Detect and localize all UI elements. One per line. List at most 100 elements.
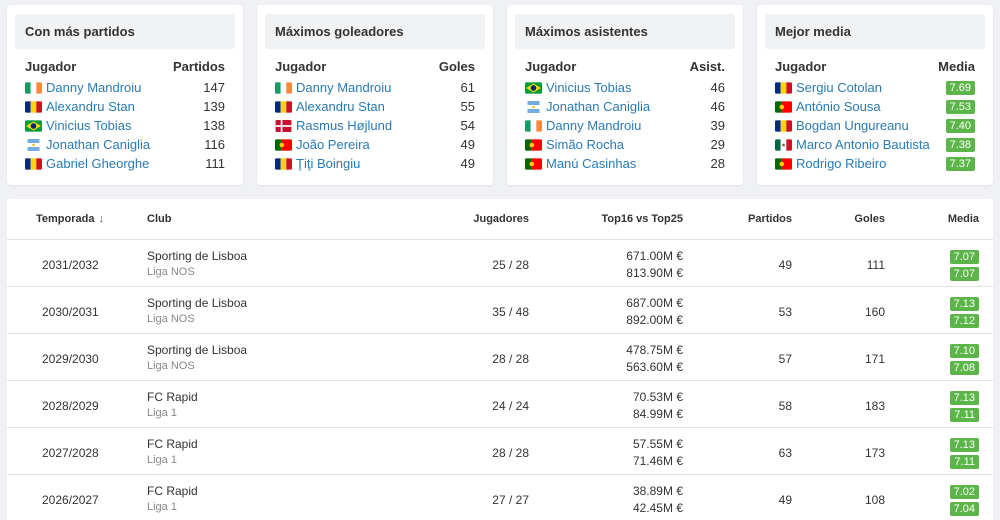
- table-row[interactable]: 2030/2031 Sporting de Lisboa Liga NOS 35…: [7, 287, 993, 334]
- player-link[interactable]: Ţiţi Boingiu: [296, 156, 361, 171]
- rating-badge-top16: 7.07: [949, 250, 979, 264]
- romania-flag-icon: [275, 101, 292, 113]
- header-rating[interactable]: Media: [947, 213, 979, 225]
- card-title: Máximos goleadores: [265, 14, 485, 49]
- list-item: Vinicius Tobias 46: [525, 79, 725, 98]
- season-cell: 2031/2032: [42, 258, 99, 272]
- player-link[interactable]: Rodrigo Ribeiro: [796, 156, 887, 171]
- stat-value: 54: [460, 118, 475, 133]
- ireland-flag-icon: [275, 82, 292, 94]
- table-row[interactable]: 2027/2028 FC Rapid Liga 1 28 / 28 57.55M…: [7, 428, 993, 475]
- top16-value: 57.55M €: [632, 437, 683, 451]
- header-club[interactable]: Club: [147, 213, 172, 225]
- card-title: Máximos asistentes: [515, 14, 735, 49]
- card-header: Jugador Asist.: [525, 59, 725, 77]
- season-history-table: Temporada ↓ Club Jugadores Top16 vs Top25…: [7, 199, 993, 520]
- list-item: Bogdan Ungureanu 7.40: [775, 117, 975, 136]
- player-link[interactable]: Alexandru Stan: [46, 99, 135, 114]
- league-name: Liga NOS: [147, 313, 195, 325]
- list-item: Danny Mandroiu 61: [275, 79, 475, 98]
- card-header: Jugador Partidos: [25, 59, 225, 77]
- player-link[interactable]: António Sousa: [796, 99, 881, 114]
- arrow-down-icon: ↓: [98, 213, 104, 225]
- header-players[interactable]: Jugadores: [473, 213, 529, 225]
- list-item: Alexandru Stan 139: [25, 98, 225, 117]
- list-item: João Pereira 49: [275, 136, 475, 155]
- romania-flag-icon: [275, 158, 292, 170]
- ireland-flag-icon: [525, 120, 542, 132]
- rating-badge: 7.38: [945, 138, 975, 152]
- stat-value: 55: [460, 99, 475, 114]
- league-name: Liga 1: [147, 501, 177, 513]
- stats-card: Mejor media Jugador Media Sergiu Cotolan…: [757, 5, 993, 185]
- list-item: Jonathan Caniglia 46: [525, 98, 725, 117]
- table-row[interactable]: 2029/2030 Sporting de Lisboa Liga NOS 28…: [7, 334, 993, 381]
- card-title: Con más partidos: [15, 14, 235, 49]
- matches-cell: 53: [778, 305, 792, 319]
- goals-cell: 108: [864, 493, 885, 507]
- table-row[interactable]: 2031/2032 Sporting de Lisboa Liga NOS 25…: [7, 240, 993, 287]
- player-link[interactable]: Manú Casinhas: [546, 156, 637, 171]
- rating-badge-top25: 7.11: [950, 408, 979, 422]
- table-row[interactable]: 2028/2029 FC Rapid Liga 1 24 / 24 70.53M…: [7, 381, 993, 428]
- card-header-value: Asist.: [689, 59, 725, 74]
- player-link[interactable]: Simão Rocha: [546, 137, 625, 152]
- header-matches[interactable]: Partidos: [747, 213, 792, 225]
- portugal-flag-icon: [775, 158, 792, 170]
- stat-value: 111: [205, 156, 225, 171]
- matches-cell: 58: [778, 399, 792, 413]
- player-link[interactable]: Danny Mandroiu: [296, 80, 392, 95]
- header-goals[interactable]: Goles: [854, 213, 885, 225]
- season-cell: 2028/2029: [42, 399, 99, 413]
- header-season[interactable]: Temporada ↓: [36, 213, 104, 225]
- top25-value: 813.90M €: [626, 266, 683, 280]
- player-link[interactable]: Danny Mandroiu: [546, 118, 642, 133]
- top16-value: 478.75M €: [626, 343, 683, 357]
- brazil-flag-icon: [525, 82, 542, 94]
- denmark-flag-icon: [275, 120, 292, 132]
- player-link[interactable]: Jonathan Caniglia: [546, 99, 651, 114]
- player-link[interactable]: João Pereira: [296, 137, 370, 152]
- rating-badge-top16: 7.02: [949, 485, 979, 499]
- player-link[interactable]: Vinicius Tobias: [546, 80, 632, 95]
- table-row[interactable]: 2026/2027 FC Rapid Liga 1 27 / 27 38.89M…: [7, 475, 993, 520]
- table-header: Temporada ↓ Club Jugadores Top16 vs Top25…: [7, 199, 993, 240]
- player-link[interactable]: Gabriel Gheorghe: [46, 156, 150, 171]
- rating-badge: 7.53: [945, 100, 975, 114]
- stats-card: Máximos goleadores Jugador Goles Danny M…: [257, 5, 493, 185]
- rating-badge-top25: 7.11: [950, 455, 979, 469]
- portugal-flag-icon: [525, 139, 542, 151]
- rating-badge: 7.07: [949, 266, 979, 281]
- rating-badge-top25: 7.12: [949, 314, 979, 328]
- list-item: Rodrigo Ribeiro 7.37: [775, 155, 975, 174]
- romania-flag-icon: [775, 120, 792, 132]
- rating-badge: 7.13: [949, 390, 979, 405]
- card-header-player: Jugador: [25, 59, 77, 74]
- player-link[interactable]: Danny Mandroiu: [46, 80, 142, 95]
- card-header: Jugador Media: [775, 59, 975, 77]
- top25-value: 892.00M €: [626, 313, 683, 327]
- list-item: Rasmus Højlund 54: [275, 117, 475, 136]
- rating-badge: 7.04: [949, 501, 979, 516]
- rating-badge-top25: 7.04: [949, 502, 979, 516]
- player-link[interactable]: Sergiu Cotolan: [796, 80, 882, 95]
- stat-value: 39: [710, 118, 725, 133]
- player-link[interactable]: Jonathan Caniglia: [46, 137, 151, 152]
- stats-card: Con más partidos Jugador Partidos Danny …: [7, 5, 243, 185]
- rating-badge: 7.13: [949, 296, 979, 311]
- player-link[interactable]: Alexandru Stan: [296, 99, 385, 114]
- matches-cell: 49: [778, 258, 792, 272]
- header-top[interactable]: Top16 vs Top25: [601, 213, 683, 225]
- player-link[interactable]: Vinicius Tobias: [46, 118, 132, 133]
- player-link[interactable]: Rasmus Højlund: [296, 118, 393, 133]
- stat-value: 28: [710, 156, 725, 171]
- season-cell: 2029/2030: [42, 352, 99, 366]
- player-link[interactable]: Marco Antonio Bautista: [796, 137, 930, 152]
- matches-cell: 63: [778, 446, 792, 460]
- card-header-value: Media: [938, 59, 975, 74]
- players-cell: 24 / 24: [492, 399, 529, 413]
- top25-value: 71.46M €: [632, 454, 683, 468]
- player-link[interactable]: Bogdan Ungureanu: [796, 118, 909, 133]
- rating-badge-top16: 7.13: [949, 297, 979, 311]
- top16-value: 671.00M €: [626, 249, 683, 263]
